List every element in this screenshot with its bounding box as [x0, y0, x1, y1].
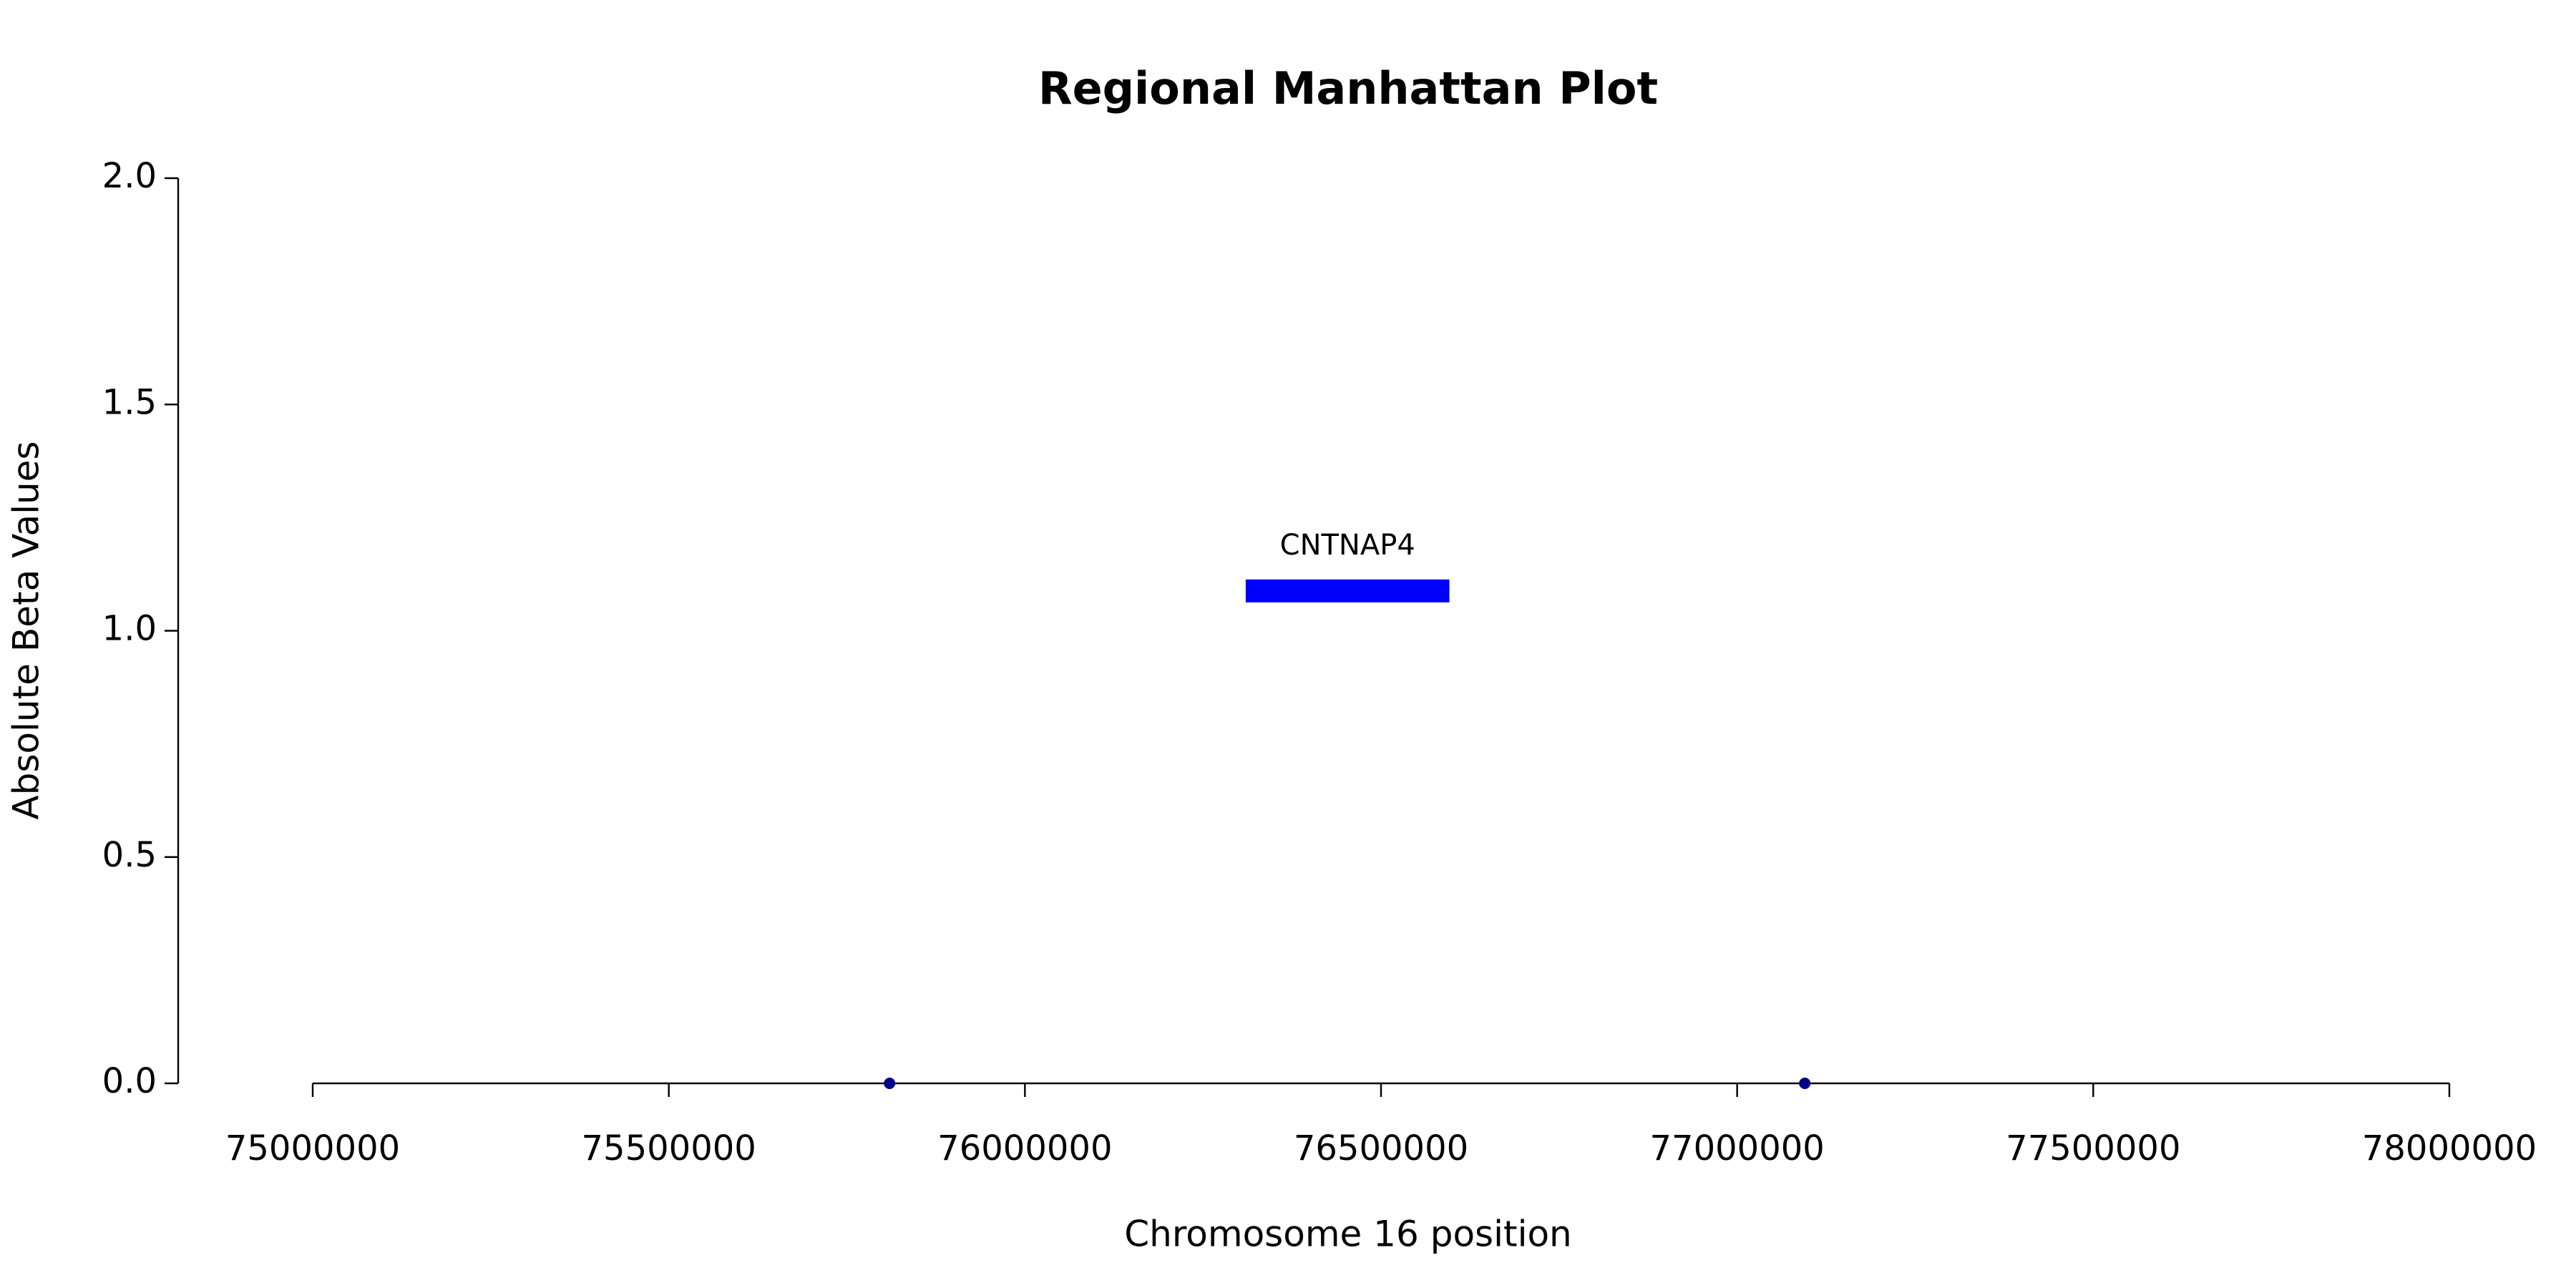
- y-tick-label: 2.0: [102, 156, 157, 196]
- x-tick-label: 77000000: [1650, 1128, 1825, 1169]
- point: [884, 1078, 896, 1089]
- x-tick-label: 76500000: [1294, 1128, 1468, 1169]
- gene-bar: [1245, 579, 1450, 602]
- x-tick-label: 75000000: [225, 1128, 400, 1169]
- y-tick-label: 0.0: [102, 1061, 157, 1101]
- y-tick-label: 0.5: [102, 835, 157, 875]
- x-tick-label: 76000000: [937, 1128, 1112, 1169]
- point: [1799, 1078, 1811, 1089]
- y-axis-label: Absolute Beta Values: [6, 441, 47, 820]
- y-tick-label: 1.5: [102, 382, 157, 422]
- y-tick-label: 1.0: [102, 609, 157, 649]
- chart-title: Regional Manhattan Plot: [1038, 62, 1658, 114]
- x-axis-label: Chromosome 16 position: [1124, 1214, 1572, 1255]
- x-tick-label: 78000000: [2362, 1128, 2537, 1169]
- x-tick-label: 75500000: [582, 1128, 756, 1169]
- x-tick-label: 77500000: [2006, 1128, 2180, 1169]
- gene-label: CNTNAP4: [1280, 529, 1415, 562]
